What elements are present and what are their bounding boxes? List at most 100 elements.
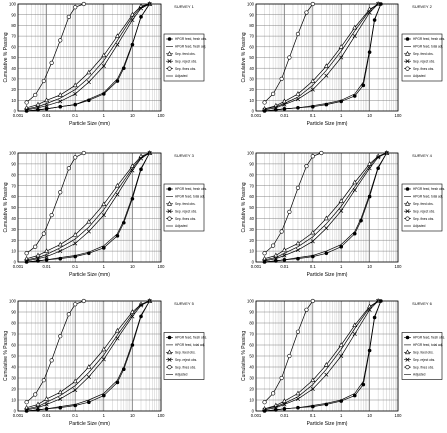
data-point (33, 244, 38, 249)
plot-frame (17, 300, 162, 412)
legend-box (401, 183, 443, 232)
legend-label: HPGR feed, fresh obs. (175, 336, 207, 340)
data-point (115, 192, 120, 197)
x-tick-label: 100 (158, 413, 166, 418)
data-point (147, 150, 152, 156)
data-point (287, 55, 292, 60)
data-point (41, 231, 46, 236)
y-tick-label: 10 (249, 398, 254, 403)
data-point (73, 388, 78, 393)
legend-label: Adjusted (175, 74, 188, 78)
plot-frame (17, 3, 162, 112)
series-line (26, 3, 150, 112)
y-tick-label: 100 (247, 2, 255, 7)
legend-label: HPGR feed, fresh obs. (413, 187, 445, 191)
data-point (44, 103, 49, 108)
data-point (33, 392, 38, 397)
legend-marker (167, 37, 172, 41)
series-line (264, 3, 382, 112)
legend-marker (405, 357, 410, 362)
x-tick-label: 0.1 (72, 113, 78, 118)
series-line (264, 152, 387, 263)
data-point (367, 307, 372, 312)
data-point (339, 208, 344, 213)
data-point (304, 163, 309, 169)
legend-label: Sep. feed obs. (175, 52, 196, 56)
legend-label: HPGR feed, fresh obs. (175, 37, 207, 41)
y-tick-label: 70 (11, 34, 16, 39)
data-point (101, 346, 107, 352)
legend-item: Adjusted (404, 224, 426, 228)
legend-marker (167, 357, 172, 362)
data-point (352, 393, 357, 398)
data-point (44, 97, 50, 103)
legend: HPGR feed, fresh obs. HPGR feed, total ad… (401, 332, 445, 380)
legend-label: Sep. feed obs. (175, 202, 196, 206)
data-point (352, 331, 357, 337)
y-tick-label: 40 (11, 66, 16, 71)
legend-marker (167, 209, 172, 214)
data-point (24, 100, 29, 105)
data-point (49, 60, 54, 65)
y-tick-label: 70 (11, 183, 16, 188)
legend-label: HPGR feed, total adj. (413, 195, 443, 199)
data-point (352, 322, 358, 327)
data-point (115, 42, 120, 47)
x-tick-label: 0.001 (13, 264, 24, 269)
y-tick-label: 40 (11, 365, 16, 370)
y-tick-label: 70 (249, 34, 254, 39)
y-tick-label: 90 (11, 12, 16, 17)
y-tick-label: 20 (11, 238, 16, 243)
x-tick-label: 1 (103, 113, 106, 118)
chart-panel-1: 0 10 20 30 40 50 60 70 80 90 100 0.001 0.01 0.1 1 10 100… (3, 1, 207, 127)
legend: HPGR feed, fresh obs. HPGR feed, total ad… (401, 183, 445, 232)
data-point (323, 215, 329, 221)
y-axis-title: Cumulative % Passing (3, 331, 9, 381)
data-point (115, 234, 120, 238)
x-tick-label: 0.1 (310, 413, 316, 418)
legend-marker (405, 37, 410, 41)
y-tick-label: 30 (11, 376, 16, 381)
x-tick-label: 10 (130, 113, 135, 118)
data-point (72, 82, 78, 88)
data-point (295, 396, 300, 401)
data-point (101, 201, 107, 207)
plot-frame (255, 3, 399, 112)
legend-item: HPGR feed, fresh obs. (166, 187, 207, 191)
chart-panel-4: 0 10 20 30 40 50 60 70 80 90 100 0.001 0.01 0.1 1 10 100… (241, 150, 445, 278)
data-point (101, 52, 107, 58)
data-point (295, 240, 301, 246)
legend-item: Sep. feed obs. (404, 349, 434, 355)
survey-title: SURVEY 6 (412, 301, 432, 306)
legend-box (163, 183, 205, 232)
data-point (282, 402, 287, 407)
x-tick-label: 10 (130, 413, 135, 418)
legend-marker (166, 349, 173, 355)
legend-marker (405, 216, 410, 221)
x-axis-title: Particle Size (mm) (307, 121, 348, 127)
legend-item: HPGR feed, total adj. (404, 45, 443, 49)
legend-marker (405, 66, 410, 71)
data-point (101, 213, 106, 218)
data-point (310, 1, 315, 7)
data-point (72, 378, 78, 384)
legend-item: HPGR feed, total adj. (166, 195, 205, 199)
x-tick-label: 1 (340, 413, 343, 418)
data-point (35, 401, 41, 407)
legend-label: Sep. fines obs. (175, 365, 196, 369)
y-tick-label: 90 (249, 310, 254, 315)
data-point (295, 91, 301, 96)
plot-frame (255, 300, 399, 412)
data-point (33, 92, 38, 98)
legend-item: Sep. reject obs. (404, 59, 435, 63)
y-tick-label: 60 (249, 194, 254, 199)
y-tick-label: 70 (249, 183, 254, 188)
y-tick-label: 70 (11, 332, 16, 337)
data-point (352, 34, 357, 39)
data-point (101, 64, 106, 69)
y-tick-label: 70 (249, 332, 254, 337)
x-tick-label: 10 (367, 264, 372, 269)
y-tick-label: 10 (11, 98, 16, 103)
y-tick-label: 0 (14, 109, 17, 114)
legend-label: Adjusted (175, 373, 188, 377)
